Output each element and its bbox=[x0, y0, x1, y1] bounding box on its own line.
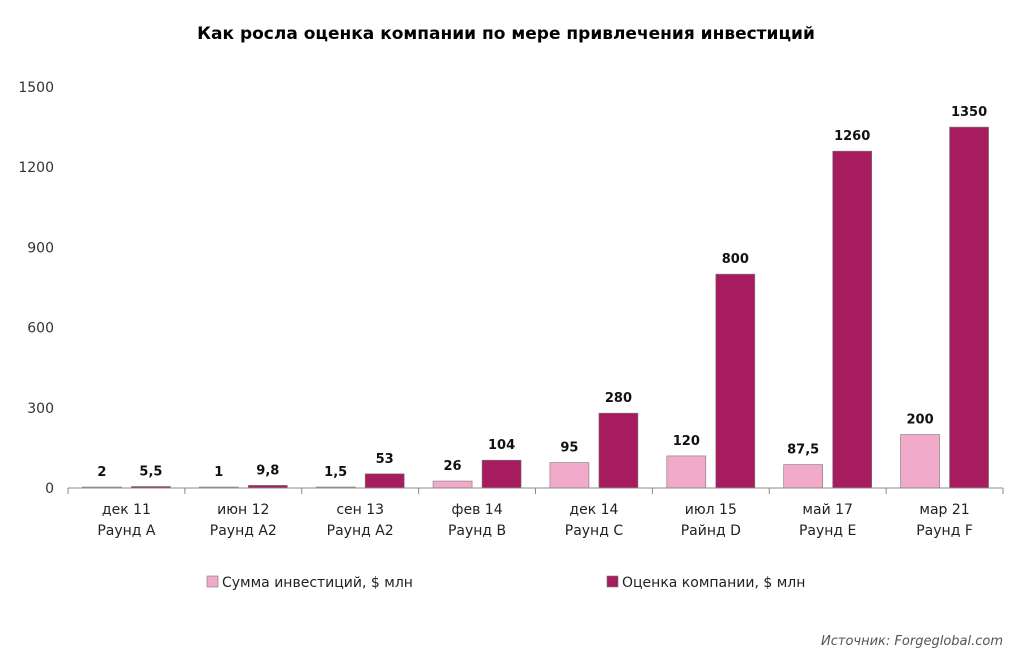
data-label: 5,5 bbox=[139, 465, 162, 480]
x-tick-label-round: Раунд В bbox=[448, 523, 506, 539]
valuation-bar bbox=[715, 273, 756, 489]
legend-swatch bbox=[606, 575, 619, 588]
valuation-bar bbox=[598, 412, 639, 489]
data-label: 9,8 bbox=[256, 463, 279, 478]
y-tick-label: 600 bbox=[27, 321, 54, 337]
source-note: Источник: Forgeglobal.com bbox=[821, 634, 1003, 649]
y-tick-label: 1200 bbox=[18, 160, 54, 176]
valuation-bar bbox=[481, 459, 522, 489]
y-tick-label: 0 bbox=[45, 481, 54, 497]
data-label: 87,5 bbox=[787, 443, 819, 458]
valuation-bar bbox=[364, 473, 405, 489]
data-label: 95 bbox=[560, 441, 578, 456]
x-tick-label-date: дек 14 bbox=[569, 502, 618, 518]
investment-bar bbox=[900, 434, 940, 489]
x-tick-label-date: фев 14 bbox=[452, 502, 503, 518]
y-axis: 0 300 600 900 1200 1500 bbox=[18, 80, 54, 497]
data-label: 1 bbox=[214, 465, 223, 480]
chart-title: Как росла оценка компании по мере привле… bbox=[197, 24, 815, 44]
x-tick-label-date: мар 21 bbox=[919, 502, 969, 518]
x-tick-label-round: Раунд А2 bbox=[327, 523, 394, 539]
data-label: 26 bbox=[444, 459, 462, 474]
valuation-bar bbox=[832, 150, 872, 489]
data-label: 2 bbox=[97, 465, 106, 480]
data-label: 280 bbox=[605, 391, 632, 406]
data-label: 1260 bbox=[834, 129, 870, 144]
x-tick-label-round: Райнд D bbox=[681, 523, 741, 539]
investment-bar bbox=[783, 464, 823, 489]
y-tick-label: 900 bbox=[27, 240, 54, 256]
x-tick-label-round: Раунд А2 bbox=[210, 523, 277, 539]
valuation-bar bbox=[949, 126, 989, 489]
x-tick-label-round: Раунд С bbox=[565, 523, 624, 539]
data-label: 1350 bbox=[951, 105, 987, 120]
legend-label: Оценка компании, $ млн bbox=[622, 575, 805, 591]
y-tick-label: 1500 bbox=[18, 80, 54, 96]
investment-bar bbox=[549, 462, 590, 489]
legend-swatch bbox=[206, 575, 219, 588]
data-label: 1,5 bbox=[324, 465, 347, 480]
data-label: 200 bbox=[906, 413, 933, 428]
data-label: 104 bbox=[488, 438, 515, 453]
bars: 2 5,5 1 9,8 1,5 53 26 104 95 280 120 800 87,5 1260 200… bbox=[82, 105, 989, 489]
x-tick-label-round: Раунд F bbox=[916, 523, 973, 539]
legend-label: Сумма инвестиций, $ млн bbox=[222, 575, 413, 591]
x-tick-label-date: сен 13 bbox=[336, 502, 384, 518]
legend: Сумма инвестиций, $ млн Оценка компании, … bbox=[206, 575, 805, 591]
x-tick-label-round: Раунд А bbox=[97, 523, 156, 539]
x-tick-label-date: июн 12 bbox=[217, 502, 269, 518]
data-label: 800 bbox=[722, 252, 749, 267]
investment-bar bbox=[666, 455, 707, 489]
x-tick-label-round: Раунд Е bbox=[799, 523, 856, 539]
investment-bar bbox=[432, 480, 473, 489]
data-label: 120 bbox=[673, 434, 700, 449]
y-tick-label: 300 bbox=[27, 401, 54, 417]
x-tick-label-date: июл 15 bbox=[685, 502, 737, 518]
x-tick-label-date: дек 11 bbox=[102, 502, 151, 518]
data-label: 53 bbox=[376, 452, 394, 467]
x-tick-label-date: май 17 bbox=[802, 502, 853, 518]
x-axis: дек 11 Раунд А июн 12 Раунд А2 сен 13 Раунд А… bbox=[67, 487, 1004, 539]
